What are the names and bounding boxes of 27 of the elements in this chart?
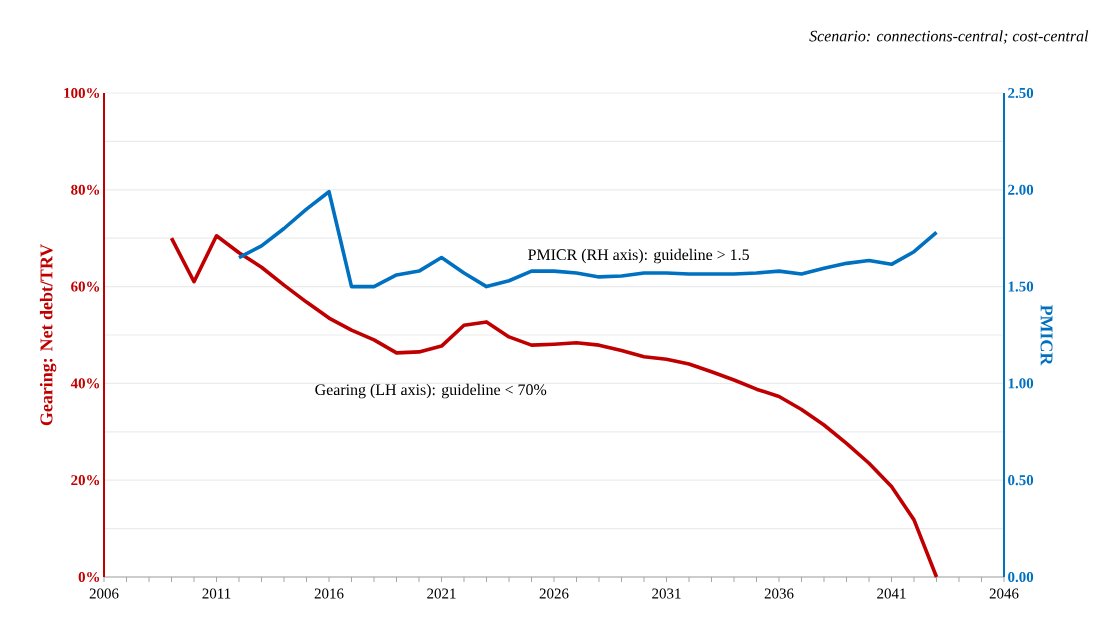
x-tick-label: 2046 <box>989 588 1019 599</box>
y2-tick-label: 1.50 <box>1008 281 1034 292</box>
y-axis-title: Gearing: Net debt/TRV <box>39 244 57 426</box>
y2-axis-title: PMICR <box>1040 304 1053 366</box>
x-tick-label: 2006 <box>89 588 119 599</box>
x-tick-label: 2041 <box>877 588 906 599</box>
series-label: PMICR (RH axis): guideline > 1.5 <box>528 248 749 264</box>
y-tick-label: 60% <box>71 281 100 292</box>
y2-tick-label: 0.50 <box>1008 475 1034 486</box>
x-tick-label: 2026 <box>539 588 569 599</box>
y-tick-label: 100% <box>64 87 100 99</box>
y2-tick-label: 2.50 <box>1008 87 1034 99</box>
y2-tick-label: 1.00 <box>1008 378 1034 389</box>
text: Gearing (LH axis): guideline < 70% <box>315 383 547 399</box>
y-tick-label: 40% <box>70 378 100 389</box>
y-tick-label: 0% <box>78 571 100 583</box>
x-tick-label: 2036 <box>764 588 794 599</box>
y-tick-label: 80% <box>71 184 100 195</box>
line-series <box>169 233 939 579</box>
y2-tick-label: 0.00 <box>1008 571 1034 583</box>
x-tick-label: 2031 <box>652 588 681 599</box>
x-tick-label: 2016 <box>314 588 344 599</box>
x-tick-label: 2011 <box>202 588 231 599</box>
text: Scenario: connections-central; cost-central <box>809 30 1089 44</box>
y2-tick-label: 2.00 <box>1008 184 1034 195</box>
y-tick-label: 20% <box>71 475 100 486</box>
x-tick-label: 2021 <box>427 588 456 599</box>
